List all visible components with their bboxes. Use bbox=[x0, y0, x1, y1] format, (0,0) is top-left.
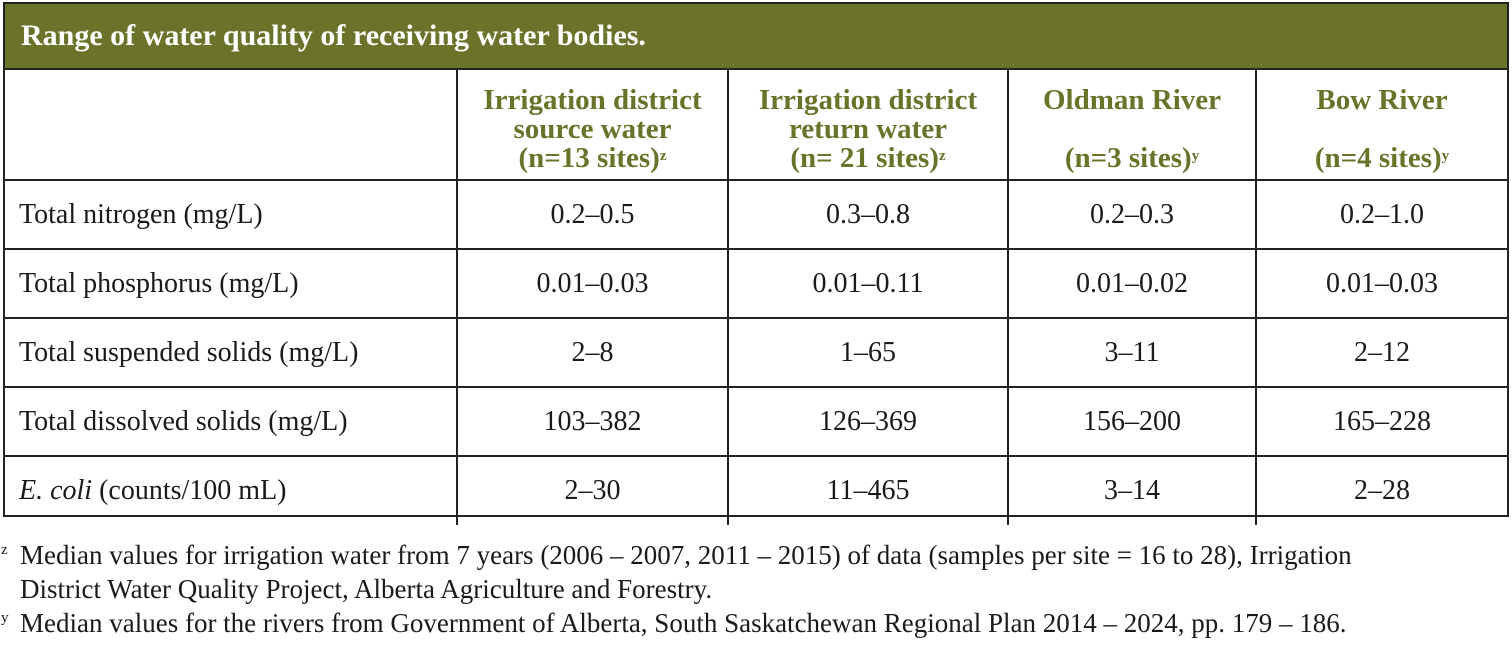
header-row: Irrigation district source water (n=13 s… bbox=[5, 70, 1507, 181]
table-row: Total dissolved solids (mg/L) 103–382 12… bbox=[5, 386, 1507, 457]
footnotes: z Median values for irrigation water fro… bbox=[0, 538, 1512, 640]
header-bow-river: Bow River (n=4 sites)y bbox=[1255, 70, 1507, 181]
footnote-marker: y bbox=[1441, 148, 1450, 164]
header-oldman-river: Oldman River (n=3 sites)y bbox=[1007, 70, 1257, 181]
table-row: Total suspended solids (mg/L) 2–8 1–65 3… bbox=[5, 317, 1507, 388]
header-return-water: Irrigation district return water (n= 21 … bbox=[727, 70, 1009, 181]
table-cell: 1–65 bbox=[727, 317, 1009, 388]
table-cell: 2–8 bbox=[456, 317, 729, 388]
row-label: Total dissolved solids (mg/L) bbox=[5, 386, 458, 457]
table-row: Total phosphorus (mg/L) 0.01–0.03 0.01–0… bbox=[5, 248, 1507, 319]
table-cell: 0.2–0.5 bbox=[456, 180, 729, 250]
water-quality-table: Irrigation district source water (n=13 s… bbox=[5, 70, 1507, 525]
table-cell: 156–200 bbox=[1007, 386, 1257, 457]
table-cell: 0.3–0.8 bbox=[727, 180, 1009, 250]
table-cell: 2–12 bbox=[1255, 317, 1507, 388]
table-cell: 0.01–0.11 bbox=[727, 248, 1009, 319]
footnote-y: y Median values for the rivers from Gove… bbox=[0, 606, 1512, 640]
table-cell: 0.01–0.03 bbox=[456, 248, 729, 319]
row-label: Total suspended solids (mg/L) bbox=[5, 317, 458, 388]
table-cell: 103–382 bbox=[456, 386, 729, 457]
footnote-marker: y bbox=[1, 610, 9, 626]
table-cell: 0.2–0.3 bbox=[1007, 180, 1257, 250]
footnote-marker: y bbox=[1191, 148, 1200, 164]
row-label: Total phosphorus (mg/L) bbox=[5, 248, 458, 319]
row-label: E. coli (counts/100 mL) bbox=[5, 455, 458, 525]
table-cell: 2–30 bbox=[456, 455, 729, 525]
table-cell: 0.01–0.03 bbox=[1255, 248, 1507, 319]
header-empty-cell bbox=[5, 70, 458, 181]
footnote-marker: z bbox=[1, 542, 8, 558]
table-row: E. coli (counts/100 mL) 2–30 11–465 3–14… bbox=[5, 455, 1507, 525]
water-quality-table-frame: Range of water quality of receiving wate… bbox=[3, 2, 1509, 525]
table-cell: 3–14 bbox=[1007, 455, 1257, 525]
table-cell: 0.2–1.0 bbox=[1255, 180, 1507, 250]
table-row: Total nitrogen (mg/L) 0.2–0.5 0.3–0.8 0.… bbox=[5, 180, 1507, 250]
table-cell: 2–28 bbox=[1255, 455, 1507, 525]
table-cell: 11–465 bbox=[727, 455, 1009, 525]
footnote-marker: z bbox=[938, 148, 946, 164]
footnote-z: z Median values for irrigation water fro… bbox=[0, 538, 1512, 606]
header-source-water: Irrigation district source water (n=13 s… bbox=[456, 70, 729, 181]
table-title: Range of water quality of receiving wate… bbox=[5, 4, 1507, 70]
table-cell: 165–228 bbox=[1255, 386, 1507, 457]
table-cell: 3–11 bbox=[1007, 317, 1257, 388]
table-cell: 126–369 bbox=[727, 386, 1009, 457]
footnote-marker: z bbox=[659, 148, 667, 164]
row-label: Total nitrogen (mg/L) bbox=[5, 180, 458, 250]
table-cell: 0.01–0.02 bbox=[1007, 248, 1257, 319]
